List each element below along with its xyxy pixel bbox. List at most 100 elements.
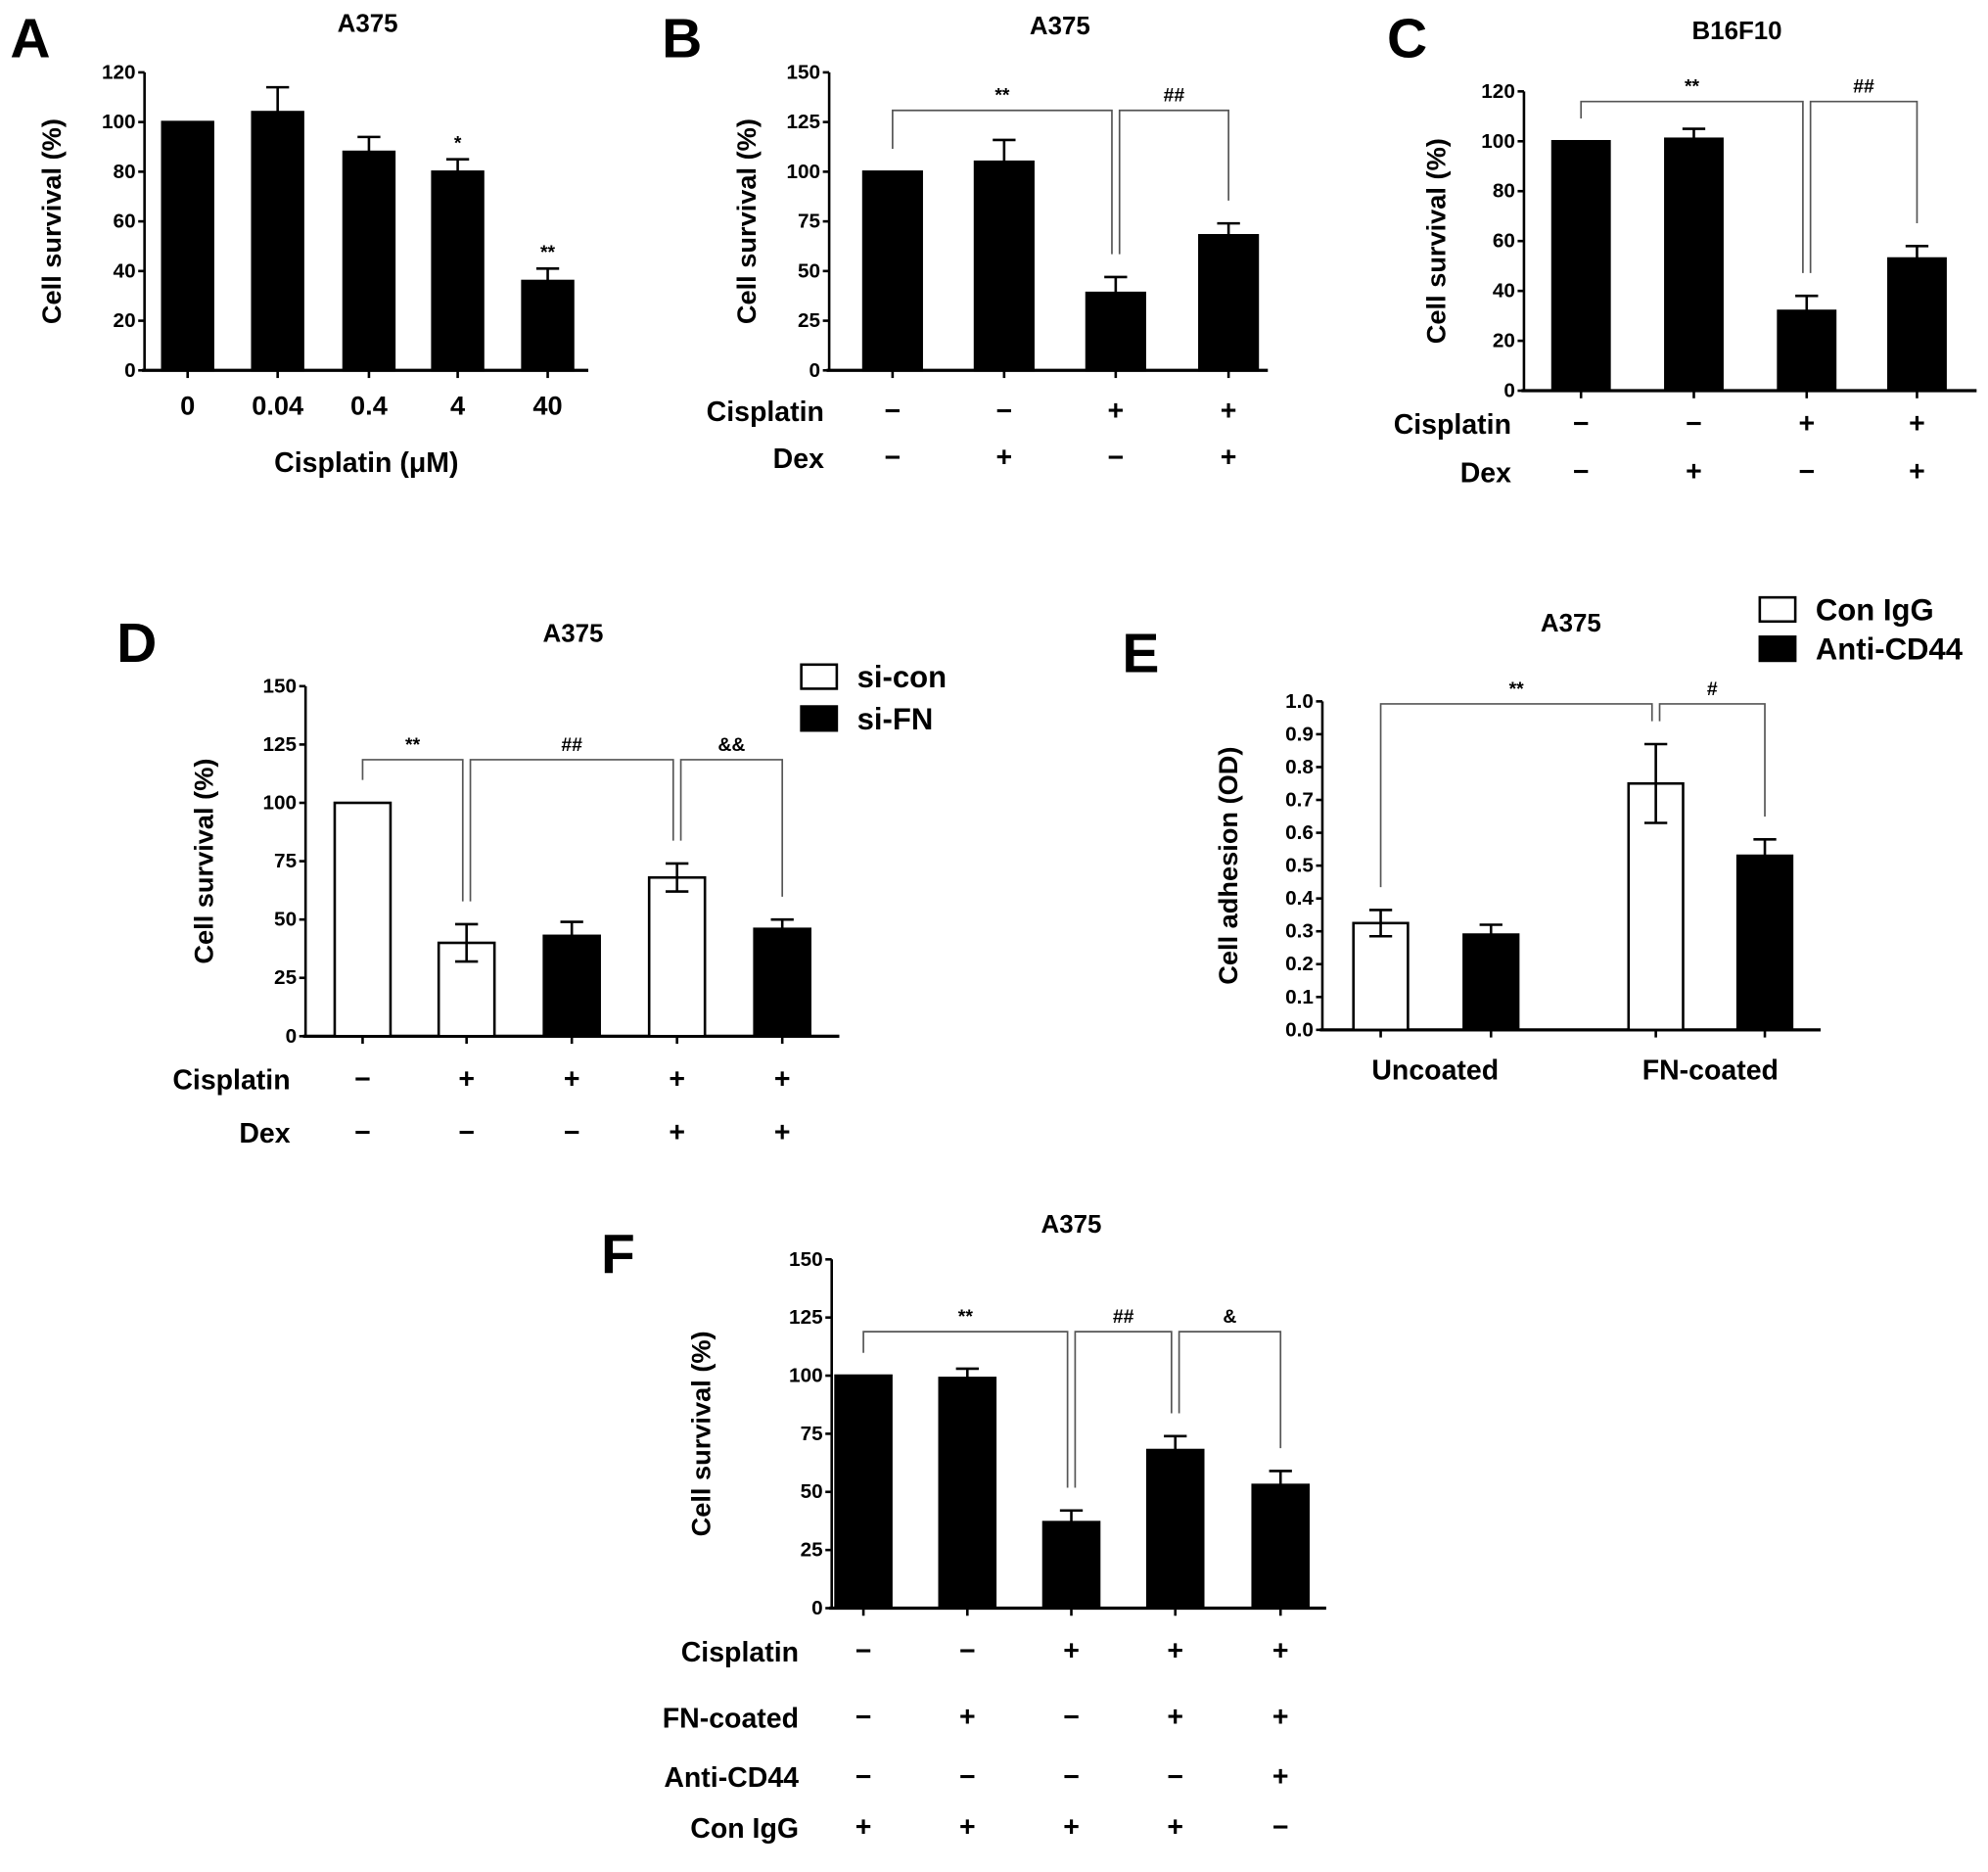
bar xyxy=(753,927,811,1038)
y-tick-label: 100 xyxy=(102,111,136,133)
significance-bracket xyxy=(361,759,464,902)
plus-mark: + xyxy=(1272,1636,1289,1667)
y-tick-label: 50 xyxy=(801,1480,823,1503)
y-tick-label: 120 xyxy=(1481,80,1515,103)
x-tick-label: 40 xyxy=(532,391,562,421)
significance-label: ** xyxy=(1509,679,1525,700)
plus-mark: + xyxy=(1272,1761,1289,1793)
chart-title: A375 xyxy=(1541,610,1601,637)
minus-mark: − xyxy=(1272,1812,1289,1844)
plus-mark: + xyxy=(959,1812,976,1844)
minus-mark: − xyxy=(855,1636,872,1667)
bar xyxy=(861,170,923,372)
bar xyxy=(342,150,396,372)
significance-label: ** xyxy=(958,1306,974,1328)
panel-d: D A375 Cell survival (%) 0 25 50 75 100 125 150 **… xyxy=(116,612,947,1149)
panel-letter: C xyxy=(1387,7,1427,70)
condition-row-label: Dex xyxy=(239,1118,290,1149)
condition-row-label: Cisplatin xyxy=(172,1065,290,1097)
bar xyxy=(251,111,304,372)
plus-mark: + xyxy=(1272,1702,1289,1733)
y-tick-label: 150 xyxy=(786,61,820,83)
y-tick-label: 0.8 xyxy=(1285,756,1314,778)
y-tick-label: 125 xyxy=(789,1306,823,1329)
bar xyxy=(542,934,601,1038)
chart-title: A375 xyxy=(338,10,398,37)
significance-bracket xyxy=(892,109,1113,255)
bar xyxy=(1664,137,1724,393)
condition-row-label: FN-coated xyxy=(663,1703,799,1734)
legend-label: si-FN xyxy=(857,702,934,736)
plus-mark: + xyxy=(1063,1636,1080,1667)
x-tick-label: 4 xyxy=(450,391,465,421)
minus-mark: − xyxy=(855,1761,872,1793)
minus-mark: − xyxy=(959,1636,976,1667)
panel-e: E A375 Cell adhesion (OD) 0.0 0.1 0.2 0.3 0.4 0.… xyxy=(1122,592,1963,1086)
bar xyxy=(1251,1483,1311,1610)
significance-bracket xyxy=(1074,1331,1173,1488)
significance-bracket xyxy=(1118,109,1229,255)
y-axis-label: Cell survival (%) xyxy=(731,118,762,324)
y-tick-label: 80 xyxy=(114,161,136,183)
x-tick-label: FN-coated xyxy=(1642,1054,1779,1086)
x-tick-label: 0.04 xyxy=(252,391,303,421)
legend-swatch xyxy=(1758,595,1797,624)
y-tick-label: 0 xyxy=(809,359,821,382)
condition-row-label: Dex xyxy=(1460,457,1511,489)
significance-label: ** xyxy=(405,734,421,756)
y-tick-label: 0.6 xyxy=(1285,821,1314,844)
bar xyxy=(1627,781,1685,1032)
bar xyxy=(1550,139,1611,393)
significance-bracket xyxy=(679,759,784,897)
bar xyxy=(938,1377,997,1610)
minus-mark: − xyxy=(855,1702,872,1733)
y-tick-label: 125 xyxy=(263,733,298,756)
y-tick-label: 75 xyxy=(798,211,820,233)
x-tick-label: 0 xyxy=(180,391,195,421)
x-axis-label: Cisplatin (μM) xyxy=(274,447,458,479)
legend-swatch xyxy=(800,705,839,732)
bar xyxy=(1041,1521,1101,1610)
panel-letter: B xyxy=(662,7,702,70)
y-tick-label: 75 xyxy=(801,1423,823,1445)
minus-mark: − xyxy=(354,1117,371,1148)
bar xyxy=(1735,854,1794,1032)
y-axis-label: Cell survival (%) xyxy=(189,759,219,964)
plus-mark: + xyxy=(1108,396,1125,427)
minus-mark: − xyxy=(1108,443,1125,474)
minus-mark: − xyxy=(885,443,902,474)
significance-label: ## xyxy=(1853,76,1874,98)
y-tick-label: 0.9 xyxy=(1285,723,1314,745)
panel-b: B A375 Cell survival (%) 0 25 50 75 100 125 150 **… xyxy=(662,7,1269,475)
bar xyxy=(521,279,575,372)
y-tick-label: 0.4 xyxy=(1285,887,1314,910)
significance-bracket xyxy=(1809,100,1919,273)
bar xyxy=(1145,1448,1205,1610)
y-tick-label: 0.0 xyxy=(1285,1018,1314,1041)
y-tick-label: 25 xyxy=(274,966,297,989)
legend-label: si-con xyxy=(857,660,948,694)
panel-letter: D xyxy=(116,612,157,675)
bar xyxy=(161,120,214,372)
significance-label: # xyxy=(1707,679,1718,700)
panel-letter: A xyxy=(10,7,50,70)
chart-title: A375 xyxy=(1030,13,1090,40)
chart-title: A375 xyxy=(543,620,604,647)
plus-mark: + xyxy=(996,443,1013,474)
significance-label: & xyxy=(1223,1306,1236,1328)
x-tick-label: Uncoated xyxy=(1371,1054,1499,1086)
condition-row-label: Anti-CD44 xyxy=(664,1762,799,1794)
bar xyxy=(1352,921,1410,1032)
y-axis-label: Cell survival (%) xyxy=(685,1331,716,1536)
y-tick-label: 100 xyxy=(1481,130,1515,153)
minus-mark: − xyxy=(885,396,902,427)
plus-mark: + xyxy=(1221,443,1237,474)
plus-mark: + xyxy=(774,1117,791,1148)
plus-mark: + xyxy=(1063,1812,1080,1844)
y-tick-label: 50 xyxy=(798,259,820,282)
minus-mark: − xyxy=(354,1063,371,1095)
legend-label: Anti-CD44 xyxy=(1816,632,1964,667)
minus-mark: − xyxy=(1686,408,1702,440)
panel-letter: E xyxy=(1122,623,1159,685)
significance-bracket xyxy=(1379,703,1653,888)
